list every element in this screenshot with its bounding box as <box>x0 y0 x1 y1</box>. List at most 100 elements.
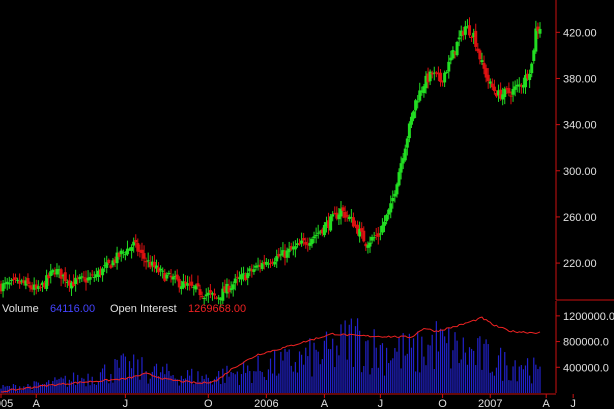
time-tick-label: J <box>570 398 576 409</box>
candle-body <box>521 84 525 88</box>
candle-body <box>503 88 507 98</box>
candle-body <box>65 281 69 283</box>
candle <box>26 273 30 287</box>
candle <box>67 274 71 292</box>
time-tick-label: A <box>33 398 41 409</box>
candle <box>244 272 248 282</box>
candle <box>74 269 78 292</box>
candle-body <box>181 281 185 288</box>
candle-body <box>358 229 362 237</box>
candle-body <box>38 287 42 289</box>
candle-body <box>472 32 476 38</box>
price-tick-label: 340.00 <box>563 120 597 132</box>
candle <box>501 87 505 106</box>
candle <box>409 112 413 129</box>
time-axis: 2005 A J O 2006 A J O 2007 A J <box>0 394 576 409</box>
candle <box>113 256 117 268</box>
candle-body <box>32 284 36 290</box>
candle <box>389 195 393 219</box>
candle <box>283 244 287 266</box>
candle <box>345 210 349 222</box>
candle <box>420 86 424 96</box>
candle <box>227 279 231 299</box>
candle <box>200 291 204 300</box>
candle-body <box>298 242 302 245</box>
candle <box>34 279 38 295</box>
candle <box>519 83 523 94</box>
candle <box>383 215 387 233</box>
candle-body <box>20 280 24 282</box>
candle <box>277 248 281 259</box>
time-tick-label: O <box>438 398 447 409</box>
candle <box>210 291 214 301</box>
candle <box>397 168 401 187</box>
candle-body <box>376 233 380 237</box>
candle-body <box>132 241 136 246</box>
volume-bars <box>0 318 541 393</box>
candle <box>204 288 208 301</box>
candle <box>499 82 503 101</box>
candle <box>225 278 229 298</box>
candle-body <box>337 214 341 220</box>
candle-body <box>293 246 297 250</box>
candle <box>432 66 436 81</box>
time-tick-label: A <box>543 398 551 409</box>
candle-body <box>291 246 295 250</box>
candle-body <box>366 245 370 248</box>
candle-body <box>488 81 492 84</box>
candle-body <box>374 235 378 237</box>
candle-body <box>138 250 142 252</box>
candle <box>285 247 289 263</box>
candle <box>488 78 492 89</box>
candle <box>269 258 272 268</box>
candle <box>387 208 391 220</box>
candle-body <box>190 281 194 286</box>
time-tick-label: 2005 <box>0 398 13 409</box>
candle-body <box>424 75 428 89</box>
candle <box>341 205 345 219</box>
candle-body <box>513 86 517 90</box>
candle-body <box>184 281 188 284</box>
candle <box>428 69 432 86</box>
candle <box>399 156 403 180</box>
candle <box>159 265 163 277</box>
candle <box>412 110 416 122</box>
candle <box>351 212 355 228</box>
candle <box>36 280 40 292</box>
candle-body <box>451 50 455 59</box>
candle-body <box>426 73 430 83</box>
candle <box>279 247 283 261</box>
candle <box>322 221 326 238</box>
candle <box>202 296 206 305</box>
time-tick-label: A <box>321 398 329 409</box>
candle-body <box>115 252 119 264</box>
candle <box>260 260 264 271</box>
candle <box>534 20 538 54</box>
candle <box>30 282 34 293</box>
candle-body <box>69 282 73 289</box>
candle <box>526 69 530 81</box>
candle <box>53 267 57 278</box>
candle <box>119 248 123 262</box>
candle <box>480 52 484 65</box>
candle-body <box>159 268 163 271</box>
candle <box>380 218 384 236</box>
legend-volume-value: 64116.00 <box>50 303 95 315</box>
candle-body <box>194 285 198 290</box>
candle <box>192 284 196 296</box>
candle <box>443 70 447 88</box>
candle-body <box>287 248 291 253</box>
candle <box>82 271 86 282</box>
candle-body <box>428 71 432 82</box>
candle-body <box>530 63 534 74</box>
candle-body <box>468 25 472 36</box>
candle-body <box>389 203 393 213</box>
candle <box>521 77 525 94</box>
candle <box>76 275 80 285</box>
candle-body <box>169 275 173 278</box>
candle <box>107 258 111 266</box>
candle-body <box>455 42 459 56</box>
candle <box>507 82 511 97</box>
candle <box>494 90 498 98</box>
candle-body <box>517 84 521 87</box>
